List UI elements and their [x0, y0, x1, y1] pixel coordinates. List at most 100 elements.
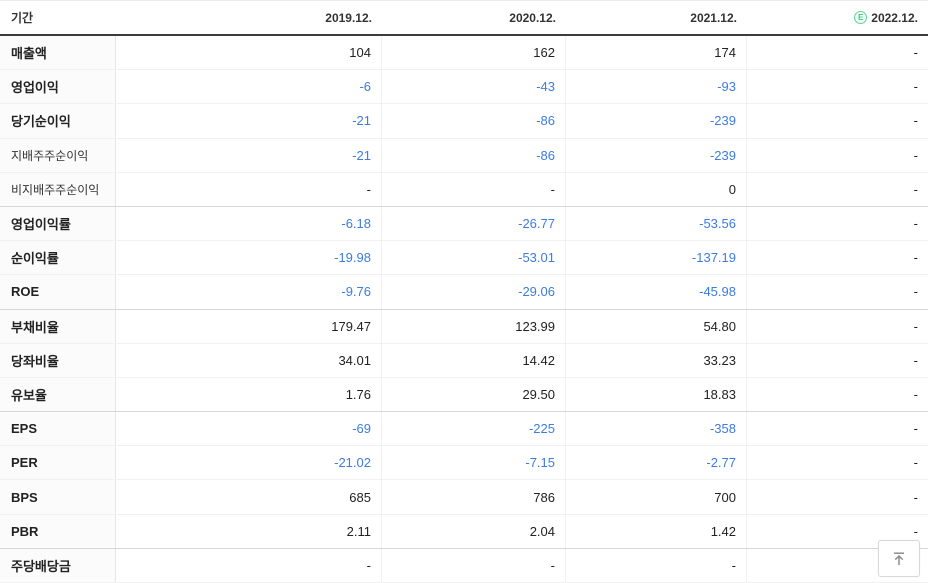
cell-2021: 1.42	[566, 514, 747, 548]
cell-2021: -239	[566, 138, 747, 172]
cell-2020: 14.42	[382, 343, 566, 377]
scroll-to-top-button[interactable]	[878, 540, 920, 577]
cell-2019: -21.02	[116, 446, 382, 480]
header-col-2019: 2019.12.	[325, 10, 372, 25]
cell-2021: 18.83	[566, 377, 747, 412]
cell-2022: -	[913, 523, 918, 539]
cell-2022: -	[913, 421, 918, 437]
cell-2019: -21	[116, 138, 382, 172]
cell-2020: 786	[382, 480, 566, 514]
row-label: EPS	[0, 412, 116, 446]
cell-2020: 123.99	[382, 309, 566, 343]
table-row: 지배주주순이익 -21 -86 -239 -	[0, 138, 928, 173]
cell-2019: 104	[116, 36, 382, 70]
cell-2022: -	[913, 455, 918, 471]
table-row: BPS 685 786 700 -	[0, 480, 928, 515]
table-row: 유보율 1.76 29.50 18.83 -	[0, 377, 928, 413]
table-row: EPS -69 -225 -358 -	[0, 412, 928, 447]
cell-2020: -	[382, 172, 566, 206]
row-label: 순이익률	[0, 241, 116, 275]
row-label: 당기순이익	[0, 104, 116, 138]
estimate-icon: E	[854, 11, 868, 24]
row-label: PBR	[0, 514, 116, 548]
row-label: 유보율	[0, 377, 116, 412]
cell-2020: -43	[382, 70, 566, 104]
cell-2022: -	[913, 318, 918, 334]
cell-2019: 1.76	[116, 377, 382, 412]
table-row: 영업이익률 -6.18 -26.77 -53.56 -	[0, 206, 928, 242]
row-label: 지배주주순이익	[0, 138, 116, 172]
cell-2022: -	[913, 352, 918, 368]
arrow-up-to-top-icon	[894, 551, 904, 565]
cell-2020: -7.15	[382, 446, 566, 480]
table-row: 비지배주주순이익 - - 0 -	[0, 172, 928, 207]
cell-2022: -	[913, 147, 918, 163]
header-col-2020: 2020.12.	[509, 10, 556, 25]
cell-2019: -	[116, 548, 382, 582]
cell-2022: -	[913, 45, 918, 61]
cell-2019: -9.76	[116, 275, 382, 309]
header-col-2022-label: 2022.12.	[871, 10, 918, 25]
table-row: 주당배당금 - - - -	[0, 548, 928, 583]
table-row: PBR 2.11 2.04 1.42 -	[0, 514, 928, 549]
cell-2019: -19.98	[116, 241, 382, 275]
cell-2021: -45.98	[566, 275, 747, 309]
row-label: 주당배당금	[0, 548, 116, 582]
cell-2022: -	[913, 113, 918, 129]
row-label: 매출액	[0, 36, 116, 70]
cell-2021: 33.23	[566, 343, 747, 377]
header-col-2022-estimate: E 2022.12.	[747, 1, 928, 34]
cell-2021: 54.80	[566, 309, 747, 343]
cell-2022: -	[913, 79, 918, 95]
cell-2022: -	[913, 181, 918, 197]
table-header-row: 기간 2019.12. 2020.12. 2021.12. E 2022.12.	[0, 1, 928, 36]
row-label: ROE	[0, 275, 116, 309]
header-period-label: 기간	[11, 11, 34, 25]
cell-2021: -2.77	[566, 446, 747, 480]
row-label: 영업이익률	[0, 206, 116, 241]
cell-2020: 29.50	[382, 377, 566, 412]
table-row: 부채비율 179.47 123.99 54.80 -	[0, 309, 928, 344]
cell-2020: -225	[382, 412, 566, 446]
cell-2021: -239	[566, 104, 747, 138]
cell-2020: -29.06	[382, 275, 566, 309]
cell-2019: -	[116, 172, 382, 206]
row-label: 당좌비율	[0, 343, 116, 377]
cell-2019: -69	[116, 412, 382, 446]
row-label: BPS	[0, 480, 116, 514]
cell-2019: -6	[116, 70, 382, 104]
cell-2019: 2.11	[116, 514, 382, 548]
row-label: 영업이익	[0, 70, 116, 104]
cell-2020: -	[382, 548, 566, 582]
cell-2019: -21	[116, 104, 382, 138]
cell-2022: -	[913, 284, 918, 300]
cell-2022: -	[913, 250, 918, 266]
cell-2022: -	[913, 386, 918, 402]
header-col-2021: 2021.12.	[690, 10, 737, 25]
cell-2022: -	[913, 489, 918, 505]
cell-2021: 700	[566, 480, 747, 514]
cell-2020: 162	[382, 36, 566, 70]
cell-2020: 2.04	[382, 514, 566, 548]
row-label: 비지배주주순이익	[0, 172, 116, 206]
cell-2019: 34.01	[116, 343, 382, 377]
table-row: PER -21.02 -7.15 -2.77 -	[0, 446, 928, 481]
table-row: 당기순이익 -21 -86 -239 -	[0, 104, 928, 139]
cell-2020: -53.01	[382, 241, 566, 275]
cell-2021: -53.56	[566, 206, 747, 241]
cell-2019: 685	[116, 480, 382, 514]
table-row: 순이익률 -19.98 -53.01 -137.19 -	[0, 241, 928, 276]
cell-2021: 174	[566, 36, 747, 70]
cell-2021: -137.19	[566, 241, 747, 275]
cell-2022: -	[913, 216, 918, 232]
cell-2021: -358	[566, 412, 747, 446]
table-row: 영업이익 -6 -43 -93 -	[0, 70, 928, 105]
cell-2020: -86	[382, 104, 566, 138]
cell-2019: -6.18	[116, 206, 382, 241]
row-label: PER	[0, 446, 116, 480]
row-label: 부채비율	[0, 309, 116, 343]
table-row: 매출액 104 162 174 -	[0, 36, 928, 71]
cell-2021: 0	[566, 172, 747, 206]
cell-2021: -	[566, 548, 747, 582]
